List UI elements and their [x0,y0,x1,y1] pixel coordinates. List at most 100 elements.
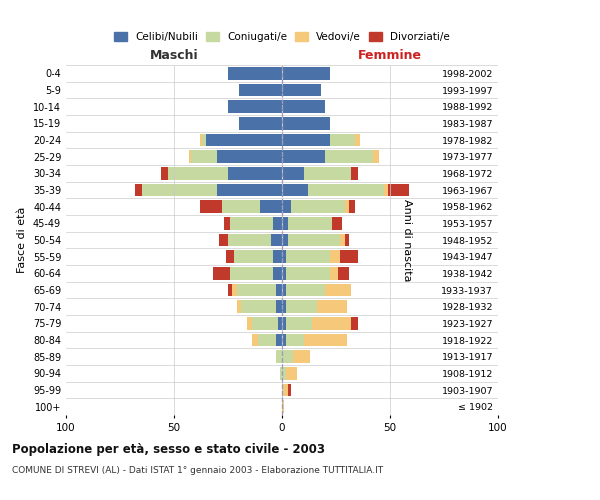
Bar [286,334,304,346]
Bar [304,334,347,346]
Bar [236,284,275,296]
Bar [289,384,290,396]
Bar [161,167,167,179]
Bar [383,184,388,196]
Bar [282,184,308,196]
Bar [274,217,282,230]
Bar [344,234,349,246]
Bar [275,334,282,346]
Bar [282,317,286,330]
Bar [282,150,325,163]
Y-axis label: Anni di nascita: Anni di nascita [403,198,413,281]
Bar [282,300,286,313]
Bar [282,334,286,346]
Bar [329,267,338,280]
Bar [228,284,232,296]
Bar [228,167,282,179]
Bar [282,200,290,213]
Bar [213,267,230,280]
Bar [373,150,379,163]
Bar [329,250,340,263]
Bar [221,200,260,213]
Bar [260,200,282,213]
Bar [135,184,142,196]
Bar [274,267,282,280]
Bar [349,200,355,213]
Text: Femmine: Femmine [358,48,422,62]
Bar [338,267,349,280]
Bar [280,367,282,380]
Bar [282,117,329,130]
Bar [220,234,228,246]
Bar [241,300,275,313]
Bar [304,167,351,179]
Bar [271,234,282,246]
Bar [332,217,343,230]
Bar [290,200,344,213]
Bar [286,267,329,280]
Bar [217,184,282,196]
Bar [239,117,282,130]
Bar [340,250,358,263]
Bar [325,284,351,296]
Bar [325,150,373,163]
Bar [278,317,282,330]
Bar [344,200,349,213]
Bar [282,284,286,296]
Bar [329,134,355,146]
Bar [230,267,274,280]
Bar [282,384,289,396]
Bar [282,84,321,96]
Bar [228,100,282,113]
Bar [236,300,241,313]
Bar [275,284,282,296]
Bar [282,400,284,413]
Bar [230,217,274,230]
Bar [224,217,230,230]
Bar [282,134,329,146]
Bar [275,350,282,363]
Bar [232,284,236,296]
Bar [228,67,282,80]
Bar [191,150,217,163]
Bar [258,334,275,346]
Text: COMUNE DI STREVI (AL) - Dati ISTAT 1° gennaio 2003 - Elaborazione TUTTITALIA.IT: COMUNE DI STREVI (AL) - Dati ISTAT 1° ge… [12,466,383,475]
Bar [275,300,282,313]
Bar [282,267,286,280]
Bar [189,150,191,163]
Bar [282,67,329,80]
Bar [226,250,235,263]
Bar [286,250,329,263]
Bar [282,350,293,363]
Bar [200,134,202,146]
Bar [289,217,332,230]
Bar [293,350,310,363]
Bar [289,234,340,246]
Bar [286,300,317,313]
Bar [252,334,258,346]
Bar [286,317,312,330]
Bar [282,217,289,230]
Bar [340,234,344,246]
Bar [308,184,383,196]
Bar [200,200,221,213]
Bar [142,184,217,196]
Bar [317,300,347,313]
Bar [282,100,325,113]
Bar [206,134,282,146]
Text: Maschi: Maschi [149,48,199,62]
Bar [274,250,282,263]
Text: Popolazione per età, sesso e stato civile - 2003: Popolazione per età, sesso e stato civil… [12,442,325,456]
Bar [282,234,289,246]
Bar [235,250,274,263]
Bar [247,317,252,330]
Bar [239,84,282,96]
Bar [252,317,278,330]
Bar [217,150,282,163]
Bar [351,317,358,330]
Bar [282,167,304,179]
Bar [282,250,286,263]
Bar [286,367,297,380]
Legend: Celibi/Nubili, Coniugati/e, Vedovi/e, Divorziati/e: Celibi/Nubili, Coniugati/e, Vedovi/e, Di… [112,30,452,44]
Bar [282,367,286,380]
